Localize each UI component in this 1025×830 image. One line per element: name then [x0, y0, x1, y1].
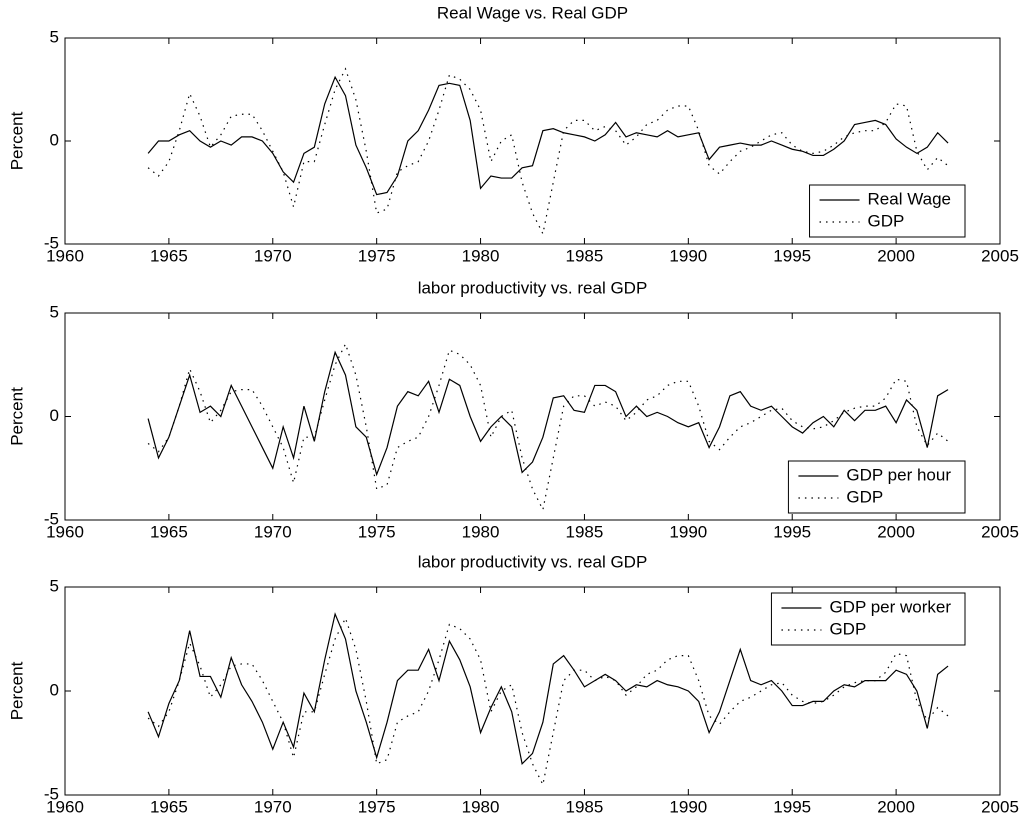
legend-label: GDP — [829, 619, 866, 638]
series-line — [147, 75, 949, 196]
x-tick-label: 1960 — [46, 522, 84, 541]
x-tick-label: 2005 — [981, 522, 1019, 541]
x-tick-label: 1975 — [358, 522, 396, 541]
x-tick-label: 1975 — [358, 246, 396, 265]
series-line — [147, 612, 949, 766]
x-tick-label: 1985 — [566, 246, 604, 265]
legend: GDP per hour GDP — [787, 460, 966, 514]
legend-label: GDP — [846, 487, 883, 506]
x-tick-label: 2005 — [981, 797, 1019, 816]
x-tick-label: 2000 — [877, 797, 915, 816]
y-tick-label: -5 — [44, 233, 59, 252]
series-line — [147, 350, 949, 477]
x-tick-label: 2000 — [877, 522, 915, 541]
x-tick-label: 1975 — [358, 797, 396, 816]
legend-box — [770, 592, 966, 646]
y-axis-label: Percent — [7, 661, 26, 720]
chart-title: Real Wage vs. Real GDP — [437, 3, 628, 22]
x-tick-label: 1990 — [669, 522, 707, 541]
x-tick-label: 1970 — [254, 797, 292, 816]
x-tick-label: 1990 — [669, 797, 707, 816]
series-line — [147, 67, 949, 236]
legend-label: Real Wage — [868, 189, 951, 208]
y-tick-label: 0 — [50, 680, 59, 699]
y-tick-label: -5 — [44, 784, 59, 803]
x-tick-label: 1995 — [773, 797, 811, 816]
y-tick-label: 0 — [50, 406, 59, 425]
legend-box — [787, 460, 966, 514]
x-tick-label: 1995 — [773, 246, 811, 265]
x-tick-label: 1980 — [462, 797, 500, 816]
legend-label: GDP — [868, 211, 905, 230]
x-tick-label: 1990 — [669, 246, 707, 265]
x-tick-label: 1965 — [150, 797, 188, 816]
chart-title: labor productivity vs. real GDP — [418, 552, 648, 571]
x-tick-label: 1985 — [566, 522, 604, 541]
x-tick-label: 1970 — [254, 522, 292, 541]
x-tick-label: 1995 — [773, 522, 811, 541]
legend-box — [809, 184, 966, 238]
y-tick-label: 5 — [50, 576, 59, 595]
legend: Real Wage GDP — [809, 184, 966, 238]
y-tick-label: 5 — [50, 302, 59, 321]
legend: GDP per worker GDP — [770, 592, 966, 646]
y-tick-label: 0 — [50, 130, 59, 149]
x-tick-label: 2000 — [877, 246, 915, 265]
chart-title: labor productivity vs. real GDP — [418, 278, 648, 297]
series-line — [147, 342, 949, 512]
y-axis-label: Percent — [7, 111, 26, 170]
y-tick-label: -5 — [44, 509, 59, 528]
x-tick-label: 1960 — [46, 246, 84, 265]
x-tick-label: 1980 — [462, 522, 500, 541]
legend-label: GDP per worker — [829, 597, 951, 616]
y-axis-label: Percent — [7, 387, 26, 446]
x-tick-label: 1985 — [566, 797, 604, 816]
x-tick-label: 2005 — [981, 246, 1019, 265]
x-tick-label: 1980 — [462, 246, 500, 265]
y-tick-label: 5 — [50, 27, 59, 46]
x-tick-label: 1965 — [150, 522, 188, 541]
x-tick-label: 1970 — [254, 246, 292, 265]
x-tick-label: 1965 — [150, 246, 188, 265]
legend-label: GDP per hour — [846, 465, 951, 484]
x-tick-label: 1960 — [46, 797, 84, 816]
